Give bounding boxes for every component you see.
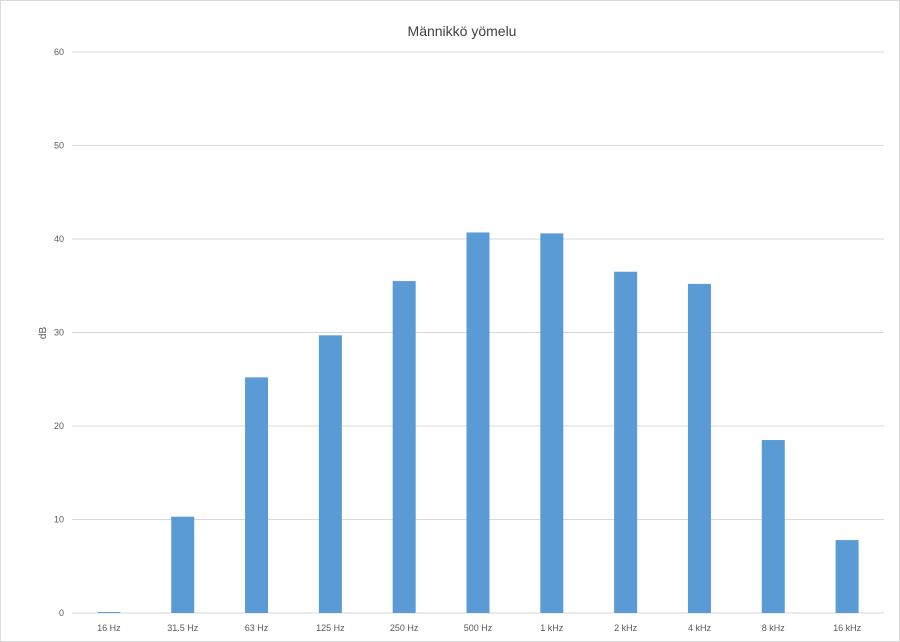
x-tick-label: 2 kHz (614, 623, 638, 633)
y-tick-label: 10 (54, 515, 64, 525)
x-tick-label: 500 Hz (464, 623, 493, 633)
bar (466, 232, 490, 613)
bar (687, 283, 711, 613)
bar (318, 335, 342, 613)
x-tick-label: 16 Hz (97, 623, 121, 633)
x-axis-ticks: 16 Hz 31.5 Hz 63 Hz 125 Hz 250 Hz 500 Hz 1 kHz… (97, 623, 861, 633)
x-tick-label: 63 Hz (245, 623, 269, 633)
bar (392, 281, 416, 613)
y-tick-label: 60 (54, 47, 64, 57)
bar (97, 612, 121, 613)
x-tick-label: 8 kHz (762, 623, 786, 633)
bar (171, 516, 195, 613)
x-tick-label: 16 kHz (833, 623, 862, 633)
bar (614, 271, 638, 613)
bar (540, 233, 564, 613)
x-tick-label: 250 Hz (390, 623, 419, 633)
x-tick-label: 1 kHz (540, 623, 564, 633)
y-tick-label: 30 (54, 328, 64, 338)
bar (245, 377, 269, 613)
y-axis-title: dB (38, 327, 49, 340)
y-tick-label: 40 (54, 234, 64, 244)
x-tick-label: 31.5 Hz (167, 623, 199, 633)
y-tick-label: 20 (54, 421, 64, 431)
y-tick-label: 0 (59, 608, 64, 618)
chart-title: Männikkö yömelu (408, 23, 517, 39)
y-axis-ticks: 0 10 20 30 40 50 60 (54, 47, 64, 618)
bar (835, 540, 859, 613)
y-tick-label: 50 (54, 141, 64, 151)
x-tick-label: 4 kHz (688, 623, 712, 633)
bar-series (97, 232, 859, 613)
bar (761, 440, 785, 613)
x-tick-label: 125 Hz (316, 623, 345, 633)
